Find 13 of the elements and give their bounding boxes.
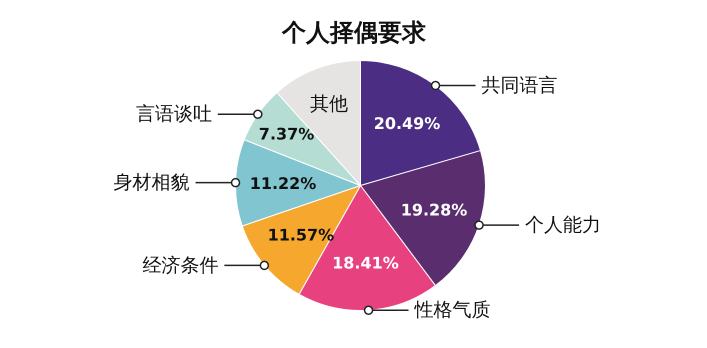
data-label: 20.49% [374,114,440,134]
slice-label: 其他 [310,92,348,115]
data-label: 19.28% [400,200,468,220]
slice-label: 经济条件 [142,254,218,276]
slice-label: 言语谈吐 [136,103,212,126]
data-label: 18.41% [332,253,399,272]
slice-label: 个人能力 [525,214,602,236]
slice-label: 身材相貌 [114,172,190,194]
data-label: 7.37% [258,124,314,144]
chart-title: 个人择偶要求 [281,18,427,46]
slice-label: 共同语言 [482,74,558,97]
slice-label: 性格气质 [414,299,491,322]
data-label: 11.22% [250,174,316,194]
